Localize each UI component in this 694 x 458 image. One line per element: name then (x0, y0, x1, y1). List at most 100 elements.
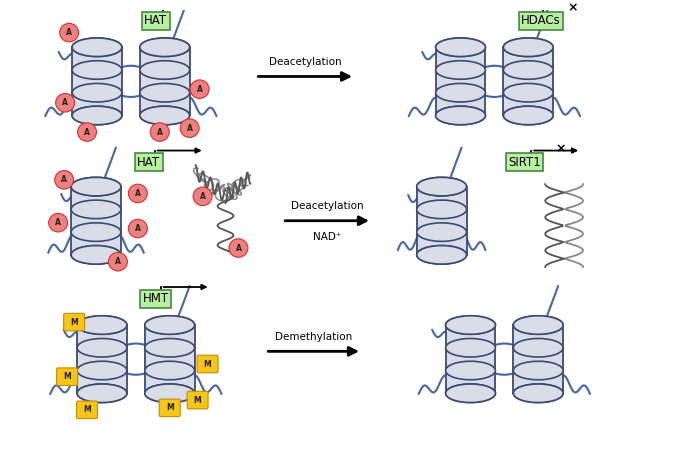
Text: NAD⁺: NAD⁺ (313, 232, 341, 242)
Ellipse shape (446, 361, 496, 380)
Ellipse shape (514, 316, 563, 334)
Text: A: A (66, 28, 72, 37)
Text: A: A (235, 244, 242, 252)
Ellipse shape (139, 106, 189, 125)
Circle shape (108, 252, 128, 271)
Ellipse shape (145, 316, 194, 334)
Ellipse shape (139, 83, 189, 102)
Ellipse shape (71, 177, 121, 196)
Ellipse shape (139, 38, 189, 56)
Ellipse shape (77, 361, 127, 380)
Ellipse shape (72, 106, 122, 125)
Ellipse shape (503, 38, 553, 56)
Ellipse shape (71, 223, 121, 241)
Text: HMT: HMT (143, 292, 169, 305)
Circle shape (229, 239, 248, 257)
Text: ×: × (556, 142, 566, 155)
Text: HAT: HAT (137, 156, 160, 169)
Ellipse shape (72, 38, 122, 56)
Text: A: A (196, 85, 203, 93)
Text: A: A (157, 127, 162, 136)
Ellipse shape (436, 83, 485, 102)
Polygon shape (145, 325, 194, 393)
FancyBboxPatch shape (159, 399, 180, 417)
Ellipse shape (139, 106, 189, 125)
Ellipse shape (436, 106, 485, 125)
FancyBboxPatch shape (76, 401, 97, 419)
Polygon shape (72, 47, 122, 115)
Ellipse shape (139, 38, 189, 56)
Text: ×: × (568, 1, 578, 14)
Circle shape (190, 80, 209, 98)
Circle shape (60, 23, 78, 42)
Polygon shape (77, 325, 127, 393)
Ellipse shape (514, 316, 563, 334)
Ellipse shape (77, 338, 127, 357)
Ellipse shape (514, 384, 563, 403)
Text: M: M (194, 396, 201, 404)
Circle shape (180, 119, 199, 137)
Text: Deacetylation: Deacetylation (269, 57, 341, 67)
Text: HAT: HAT (144, 14, 167, 27)
Text: A: A (135, 224, 141, 233)
Ellipse shape (514, 361, 563, 380)
Circle shape (128, 219, 147, 238)
Text: M: M (70, 317, 78, 327)
FancyBboxPatch shape (197, 355, 218, 373)
Ellipse shape (72, 83, 122, 102)
Ellipse shape (145, 384, 194, 403)
Text: M: M (63, 372, 71, 381)
Ellipse shape (416, 177, 466, 196)
Polygon shape (71, 186, 121, 255)
Text: M: M (203, 360, 212, 369)
Text: A: A (62, 98, 68, 107)
Ellipse shape (416, 245, 466, 264)
Circle shape (151, 123, 169, 142)
Polygon shape (416, 186, 466, 255)
Ellipse shape (514, 384, 563, 403)
Ellipse shape (416, 200, 466, 218)
Ellipse shape (446, 316, 496, 334)
Ellipse shape (71, 245, 121, 264)
Ellipse shape (503, 106, 553, 125)
FancyBboxPatch shape (187, 391, 208, 409)
Text: A: A (135, 189, 141, 198)
Text: Deacetylation: Deacetylation (291, 201, 364, 211)
Ellipse shape (71, 200, 121, 218)
Ellipse shape (72, 106, 122, 125)
Ellipse shape (77, 316, 127, 334)
Ellipse shape (436, 61, 485, 79)
Ellipse shape (77, 316, 127, 334)
Text: M: M (166, 403, 174, 412)
Ellipse shape (503, 106, 553, 125)
Ellipse shape (71, 177, 121, 196)
Polygon shape (436, 47, 485, 115)
Text: M: M (83, 405, 91, 414)
Ellipse shape (436, 38, 485, 56)
FancyBboxPatch shape (57, 368, 78, 386)
Ellipse shape (71, 245, 121, 264)
Ellipse shape (446, 316, 496, 334)
Ellipse shape (77, 384, 127, 403)
FancyBboxPatch shape (64, 313, 85, 331)
Polygon shape (139, 47, 189, 115)
Polygon shape (503, 47, 553, 115)
Ellipse shape (503, 83, 553, 102)
Ellipse shape (139, 61, 189, 79)
Ellipse shape (436, 106, 485, 125)
Text: SIRT1: SIRT1 (508, 156, 541, 169)
Ellipse shape (145, 361, 194, 380)
Ellipse shape (514, 338, 563, 357)
Polygon shape (514, 325, 563, 393)
Text: Demethylation: Demethylation (275, 332, 353, 342)
Ellipse shape (436, 38, 485, 56)
Text: A: A (56, 218, 61, 227)
Ellipse shape (145, 316, 194, 334)
Ellipse shape (72, 38, 122, 56)
Ellipse shape (72, 61, 122, 79)
Ellipse shape (416, 223, 466, 241)
Ellipse shape (503, 38, 553, 56)
Ellipse shape (416, 245, 466, 264)
Circle shape (78, 123, 96, 142)
Circle shape (49, 213, 67, 232)
